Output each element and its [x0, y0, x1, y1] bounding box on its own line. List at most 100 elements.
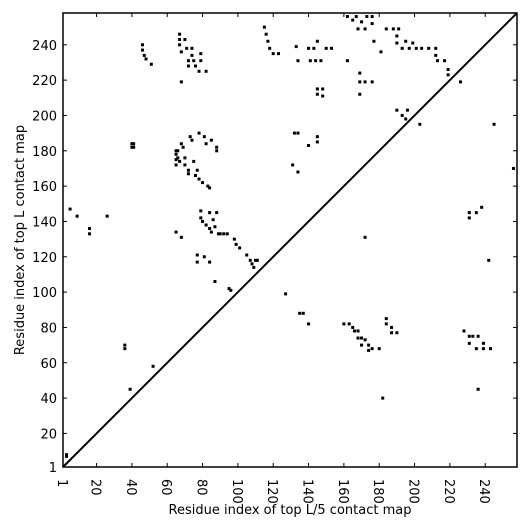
- contact-point: [356, 329, 360, 333]
- contact-point: [181, 145, 185, 149]
- contact-point: [199, 216, 203, 220]
- contact-point: [195, 253, 199, 257]
- contact-point: [211, 218, 215, 222]
- contact-point: [174, 149, 178, 153]
- contact-point: [492, 122, 496, 126]
- contact-point: [481, 347, 485, 351]
- contact-point: [434, 46, 438, 50]
- contact-point: [395, 108, 399, 112]
- contact-point: [487, 258, 491, 262]
- contact-point: [87, 232, 91, 236]
- contact-point: [360, 336, 364, 340]
- contact-point: [390, 325, 394, 329]
- contact-point: [427, 46, 431, 50]
- contact-point: [266, 39, 270, 43]
- x-tick-label: 120: [264, 479, 279, 504]
- contact-point: [315, 135, 319, 139]
- x-tick-label: 180: [370, 479, 385, 504]
- y-tick-label: 220: [32, 74, 57, 89]
- contact-point: [213, 225, 217, 229]
- contact-point: [197, 177, 201, 181]
- contact-point: [360, 343, 364, 347]
- contact-point: [324, 46, 328, 50]
- contact-point: [294, 45, 298, 49]
- y-tick-label: 240: [32, 39, 57, 54]
- contact-point: [476, 334, 480, 338]
- contact-point: [186, 172, 190, 176]
- contact-point: [87, 227, 91, 231]
- contact-point: [190, 53, 194, 57]
- contact-point: [436, 59, 440, 63]
- contact-point: [195, 260, 199, 264]
- contact-point: [379, 50, 383, 54]
- contact-point: [190, 46, 194, 50]
- x-axis-label: Residue index of top L/5 contact map: [169, 503, 412, 518]
- contact-point: [443, 59, 447, 63]
- contact-point: [204, 142, 208, 146]
- contact-point: [307, 322, 311, 326]
- contact-point: [264, 32, 268, 36]
- x-tick-label: 1: [54, 479, 69, 487]
- contact-point: [314, 59, 318, 63]
- contact-point: [179, 142, 183, 146]
- contact-point: [140, 43, 144, 47]
- contact-point: [204, 223, 208, 227]
- y-tick-label: 160: [32, 180, 57, 195]
- contact-point: [195, 168, 199, 172]
- contact-point: [232, 237, 236, 241]
- y-tick-label: 20: [40, 427, 57, 442]
- contact-point: [474, 211, 478, 215]
- contact-point: [277, 52, 281, 56]
- contact-point: [365, 15, 369, 19]
- contact-point: [418, 122, 422, 126]
- contact-point: [321, 87, 325, 91]
- contact-point: [142, 53, 146, 57]
- contact-point: [384, 27, 388, 31]
- contact-point: [130, 142, 134, 146]
- contact-point: [225, 232, 229, 236]
- contact-point: [315, 140, 319, 144]
- x-tick-label: 20: [88, 479, 103, 496]
- contact-point: [395, 34, 399, 38]
- contact-point: [199, 59, 203, 63]
- diagonal: [62, 12, 518, 468]
- contact-point: [197, 69, 201, 73]
- contact-point: [370, 22, 374, 26]
- contact-point: [262, 25, 266, 29]
- contact-point: [201, 181, 205, 185]
- contact-point: [370, 347, 374, 351]
- contact-point: [105, 214, 109, 218]
- contact-point: [367, 343, 371, 347]
- contact-point: [446, 73, 450, 77]
- contact-point: [358, 71, 362, 75]
- contact-point: [481, 341, 485, 345]
- contact-point: [132, 142, 136, 146]
- contact-point: [384, 322, 388, 326]
- contact-point: [400, 46, 404, 50]
- contact-point: [190, 138, 194, 142]
- contact-point: [292, 131, 296, 135]
- contact-point: [467, 341, 471, 345]
- contact-point: [178, 159, 182, 163]
- contact-point: [201, 219, 205, 223]
- contact-point: [174, 152, 178, 156]
- contact-point: [462, 329, 466, 333]
- contact-point: [307, 143, 311, 147]
- contact-point: [65, 454, 69, 458]
- contact-point: [480, 205, 484, 209]
- contact-point: [360, 20, 364, 24]
- contact-point: [358, 80, 362, 84]
- contact-point: [321, 94, 325, 98]
- contact-point: [395, 331, 399, 335]
- contact-point: [227, 287, 231, 291]
- contact-point: [179, 80, 183, 84]
- y-tick-label: 200: [32, 109, 57, 124]
- contact-point: [215, 149, 219, 153]
- contact-point: [193, 64, 197, 68]
- contact-point: [367, 348, 371, 352]
- contact-point: [204, 69, 208, 73]
- y-tick-label: 180: [32, 145, 57, 160]
- contact-point: [381, 396, 385, 400]
- contact-point: [467, 216, 471, 220]
